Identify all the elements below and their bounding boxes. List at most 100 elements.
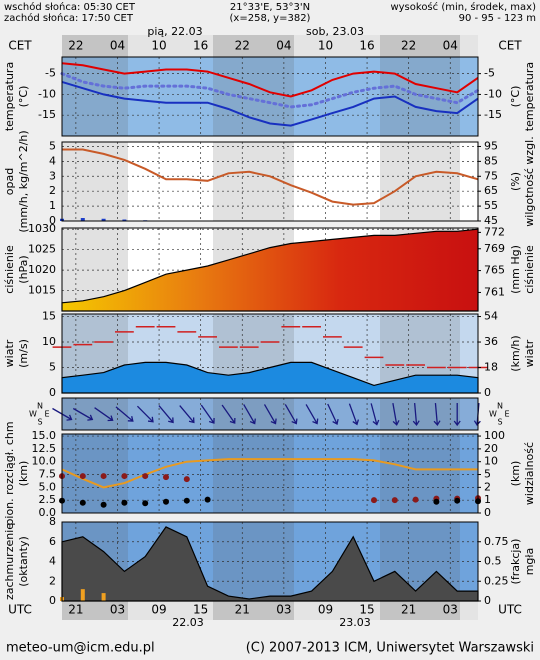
y-axis-label: (km) [17, 461, 30, 487]
coordinates: 21°33'E, 53°3'N [230, 2, 310, 13]
y-tick-label: 0.0 [39, 506, 57, 519]
series-line [61, 80, 479, 127]
y-tick-label: 7.5 [39, 468, 57, 481]
day-label: pią, 22.03 [147, 25, 202, 38]
y-tick-label: 0 [49, 386, 56, 399]
y-tick-label: 8 [49, 515, 56, 528]
y2-tick-label: 65 [484, 184, 498, 197]
panel [60, 141, 479, 222]
time-tick-label: 15 [359, 603, 374, 617]
night-band [213, 434, 294, 513]
y2-tick-label: -10 [484, 87, 502, 100]
y-tick-label: -15 [38, 108, 56, 121]
compass-letter: E [504, 410, 509, 419]
day-label: sob, 23.03 [306, 25, 364, 38]
panel-border [61, 397, 479, 431]
panel-border [61, 433, 479, 514]
night-band [62, 398, 128, 430]
y2-tick-label: 0 [484, 594, 491, 607]
series-dot [183, 476, 190, 483]
wind-arrow [284, 404, 298, 425]
y-tick-label: 5.0 [39, 480, 57, 493]
time-zone-label: CET [8, 39, 32, 53]
night-band [380, 35, 460, 57]
series-dot [433, 498, 440, 505]
night-band [62, 142, 128, 221]
wind-arrow [158, 405, 174, 424]
y2-axis-label: temperatura [523, 62, 536, 131]
y-tick-label: 0 [49, 594, 56, 607]
series-area [61, 228, 479, 312]
series-dot [100, 473, 107, 480]
panel-border [61, 141, 479, 222]
series-area [61, 361, 479, 394]
y2-tick-label: 769 [484, 242, 505, 255]
time-tick-label: 03 [276, 603, 291, 617]
y2-axis-label: wiatr [523, 339, 536, 367]
night-band [62, 601, 128, 620]
y2-axis-label: (%) [509, 172, 522, 191]
series-dot [121, 499, 128, 506]
series-dot [79, 499, 86, 506]
y2-axis-label: widzialność [523, 442, 536, 505]
y-tick-label: 5 [49, 139, 56, 152]
y2-tick-label: 765 [484, 264, 505, 277]
panel-border [61, 313, 479, 394]
series-dot [79, 473, 86, 480]
series-bar [80, 589, 85, 601]
y-tick-label: 3 [49, 169, 56, 182]
y2-axis-label: (km) [509, 461, 522, 487]
y-axis-label: temperatura [3, 62, 16, 131]
night-band [62, 35, 128, 57]
y2-tick-label: 0.75 [484, 535, 509, 548]
night-band [380, 142, 460, 221]
wind-arrow [327, 403, 339, 425]
y2-tick-label: 85 [484, 154, 498, 167]
y-axis-label: (hPa) [17, 255, 30, 283]
y-axis-label: (m/s) [17, 339, 30, 368]
y2-axis-label: (°C) [509, 86, 522, 108]
time-tick-label: 22 [68, 39, 83, 53]
day-label: 23.03 [339, 616, 371, 629]
wind-arrow [370, 403, 380, 426]
time-tick-label: 04 [276, 39, 291, 53]
series-dot [371, 497, 377, 504]
y2-tick-label: 36 [484, 335, 498, 348]
time-zone-label: CET [498, 39, 522, 53]
y2-tick-label: 20 [484, 442, 498, 455]
series-dot [454, 497, 461, 504]
wind-arrow [433, 402, 441, 427]
time-tick-label: 16 [359, 39, 374, 53]
footer-email: meteo-um@icm.edu.pl [6, 641, 155, 656]
footer-copyright: (C) 2007-2013 ICM, Uniwersytet Warszawsk… [246, 641, 534, 656]
time-tick-label: 09 [151, 603, 166, 617]
time-tick-label: 22 [235, 39, 250, 53]
time-tick-label: 16 [193, 39, 208, 53]
time-tick-label: 21 [401, 603, 416, 617]
night-band [213, 398, 294, 430]
wind-arrow [263, 404, 277, 425]
grid-point: (x=258, y=382) [230, 13, 311, 24]
y2-tick-label: 2 [484, 480, 491, 493]
night-band [213, 35, 294, 57]
y2-axis-label: (frakcja) [509, 539, 522, 585]
y-axis-label: pion. rozciągł. chm [3, 421, 16, 525]
panel-border [61, 227, 479, 312]
y-tick-label: -10 [38, 87, 56, 100]
y-axis-label: ciśnienie [3, 245, 16, 294]
sunset: zachód słońca: 17:50 CET [4, 12, 134, 24]
series-dot [391, 497, 398, 504]
y2-tick-label: 0.25 [484, 574, 509, 587]
compass-letter: W [489, 410, 497, 419]
y2-axis-label: wilgotność wzgl. [523, 136, 536, 226]
time-tick-label: 03 [110, 603, 125, 617]
series-dot [163, 474, 169, 481]
time-tick-label: 21 [68, 603, 83, 617]
y-tick-label: 1015 [28, 284, 56, 297]
y2-tick-label: 772 [484, 225, 505, 238]
y2-axis-label: (km/h) [509, 335, 522, 371]
y2-tick-label: 5 [484, 468, 491, 481]
wind-arrow [412, 402, 420, 427]
y2-tick-label: 100 [484, 429, 505, 442]
